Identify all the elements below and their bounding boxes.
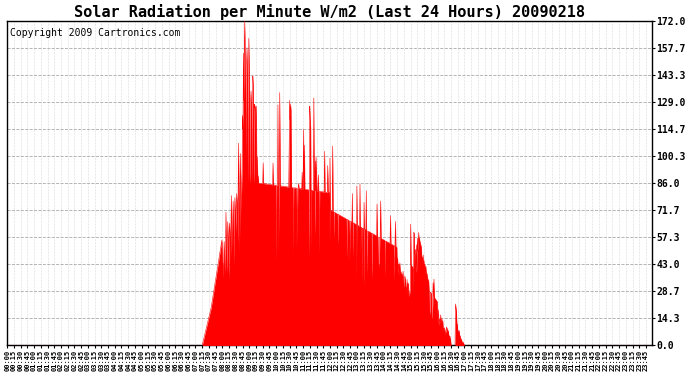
Text: Copyright 2009 Cartronics.com: Copyright 2009 Cartronics.com xyxy=(10,28,181,38)
Title: Solar Radiation per Minute W/m2 (Last 24 Hours) 20090218: Solar Radiation per Minute W/m2 (Last 24… xyxy=(75,4,585,20)
